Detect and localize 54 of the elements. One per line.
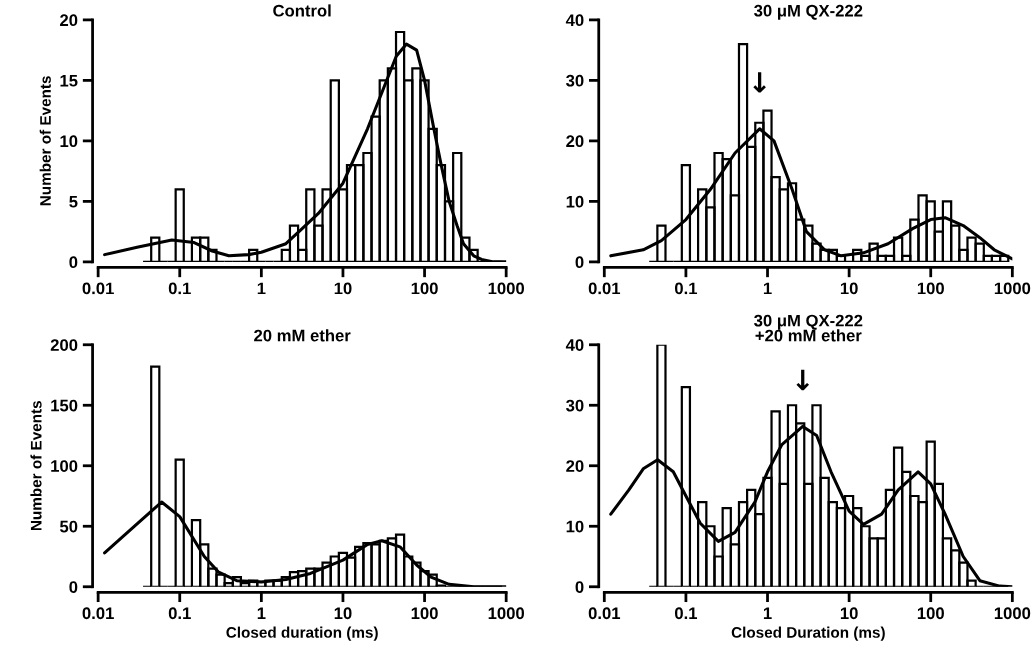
x-tick-label: 1000	[488, 607, 525, 620]
chart-title: Control	[273, 4, 331, 17]
x-axis-title: Closed duration (ms)	[226, 626, 378, 641]
x-tick-label: 100	[411, 607, 438, 620]
y-tick-label: 30	[566, 74, 584, 87]
x-tick-label: 100	[917, 282, 944, 295]
y-tick-label: 5	[69, 195, 78, 208]
x-tick-label: 1	[763, 282, 772, 295]
y-tick-label: 10	[60, 135, 78, 148]
x-tick-label: 0.01	[82, 607, 114, 620]
y-tick-label: 200	[50, 339, 78, 351]
x-tick-label: 1000	[994, 607, 1031, 620]
x-tick-label: 10	[334, 607, 352, 620]
y-tick-label: 150	[51, 399, 78, 412]
y-tick-label: 10	[566, 195, 584, 208]
y-tick-label: 40	[565, 339, 584, 351]
x-tick-label: 1	[257, 607, 266, 619]
x-tick-label: 1	[763, 607, 772, 619]
x-axis-title: Closed Duration (ms)	[731, 626, 885, 641]
y-tick-label: 50	[59, 520, 78, 533]
x-tick-label: 0.1	[168, 607, 191, 620]
x-tick-label: 100	[411, 282, 438, 295]
y-tick-label: 15	[60, 74, 78, 87]
x-tick-label: 1000	[994, 282, 1031, 295]
x-tick-label: 10	[840, 282, 858, 295]
y-tick-label: 0	[69, 256, 78, 269]
chart-title: 20 mM ether	[254, 329, 351, 342]
annotation: ↓	[753, 72, 766, 93]
y-tick-label: 0	[575, 581, 584, 593]
chart-title: 30 μM QX-222 +20 mM ether	[754, 314, 863, 342]
annotation: ↓	[796, 369, 810, 391]
chart-title: 30 μM QX-222	[754, 4, 863, 20]
x-tick-label: 0.01	[588, 282, 621, 295]
y-tick-label: 20	[60, 14, 78, 27]
x-tick-label: 0.1	[168, 282, 191, 295]
y-tick-label: 0	[575, 256, 584, 269]
y-tick-label: 40	[565, 14, 584, 27]
x-tick-label: 0.1	[674, 607, 698, 620]
y-tick-label: 100	[51, 460, 78, 472]
x-tick-label: 100	[917, 607, 944, 620]
y-tick-label: 20	[566, 135, 584, 148]
x-tick-label: 10	[840, 607, 858, 620]
x-tick-label: 10	[334, 282, 352, 295]
x-tick-label: 0.01	[588, 607, 621, 620]
x-tick-label: 0.1	[674, 282, 698, 295]
x-tick-label: 1000	[488, 282, 525, 295]
y-tick-label: 10	[566, 520, 584, 533]
x-tick-label: 1	[257, 282, 266, 295]
y-tick-label: 30	[566, 399, 584, 412]
y-axis-title: Number of Events	[30, 401, 42, 531]
y-tick-label: 20	[566, 460, 584, 472]
y-axis-title: Number of Events	[39, 76, 51, 206]
y-tick-label: 0	[69, 581, 78, 593]
x-tick-label: 0.01	[82, 282, 114, 295]
